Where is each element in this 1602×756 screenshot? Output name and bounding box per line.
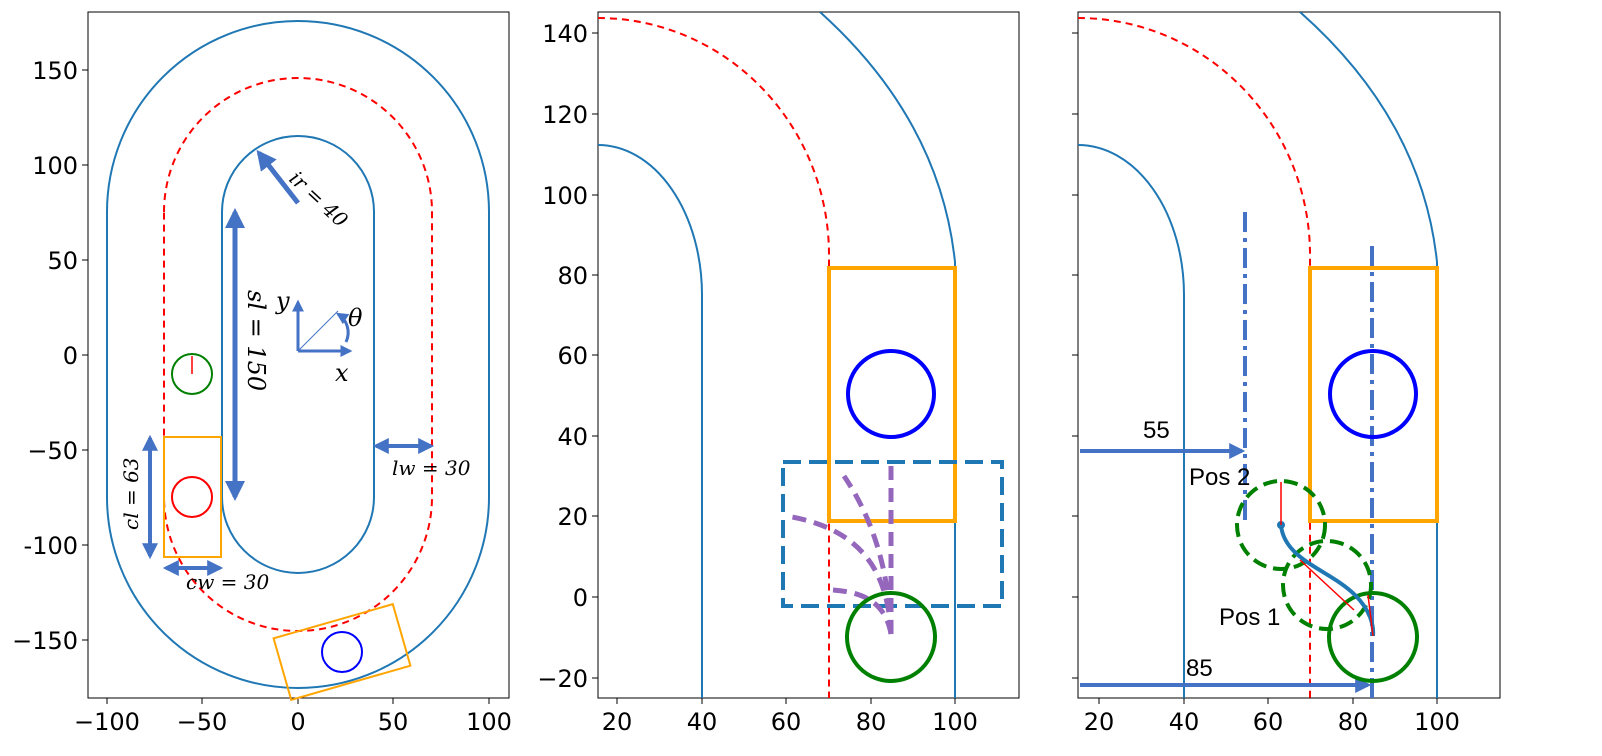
x-tick-label: 50 <box>378 708 409 736</box>
candidate-path <box>791 514 894 635</box>
car-box <box>163 436 222 558</box>
ego-vehicle-circle <box>171 353 213 395</box>
panel-lane-change: 20 40 60 80 100 55 85 Pos 2 Pos 1 <box>1072 11 1501 736</box>
axis-x-label: x <box>335 359 349 387</box>
center-line <box>163 77 433 632</box>
x-tick-label: −50 <box>177 708 228 736</box>
cw-label: cw = 30 <box>186 570 270 594</box>
y-tick-label: 40 <box>557 423 588 451</box>
x-tick-label: 100 <box>932 708 978 736</box>
dist-55-label: 55 <box>1143 417 1170 444</box>
panel-track-overview: −100 −50 0 50 100 150 100 50 0 −50 -100 … <box>12 11 512 736</box>
candidate-paths <box>791 465 894 635</box>
pos1-heading-line <box>1299 559 1355 611</box>
cl-label: cl = 63 <box>119 457 143 530</box>
center-line <box>1078 17 1311 698</box>
x-tick-label: 60 <box>771 708 802 736</box>
obstacle-circle <box>846 349 936 439</box>
center-line <box>598 17 830 698</box>
lw-label: lw = 30 <box>392 456 471 480</box>
x-tick-label: 0 <box>290 708 305 736</box>
pos1-label: Pos 1 <box>1219 604 1280 631</box>
y-tick-label: 50 <box>47 247 78 275</box>
ego-vehicle-circle <box>845 591 937 683</box>
x-tick-label: 80 <box>1338 708 1369 736</box>
obstacle-circle <box>321 631 363 673</box>
y-tick-label: 150 <box>32 57 78 85</box>
axis-y-label: y <box>275 287 290 315</box>
inner-track-boundary <box>598 144 703 698</box>
ego-vehicle-circle <box>1327 591 1419 683</box>
inner-track-boundary <box>221 135 375 574</box>
car-box <box>1308 266 1439 523</box>
axes-frame <box>87 11 510 699</box>
x-tick-label: 40 <box>687 708 718 736</box>
x-tick-label: 80 <box>856 708 887 736</box>
x-tick-label: 40 <box>1169 708 1200 736</box>
y-tick-label: −150 <box>12 627 78 655</box>
x-tick-label: 100 <box>466 708 512 736</box>
x-tick-label: −100 <box>74 708 140 736</box>
outer-track-boundary <box>819 12 956 698</box>
heading-reference-line <box>297 310 339 352</box>
theta-arc <box>335 312 350 343</box>
y-tick-label: −50 <box>27 437 78 465</box>
sl-label: sl = 150 <box>242 290 270 391</box>
candidate-path <box>832 587 894 635</box>
theta-label: θ <box>348 304 363 332</box>
vehicle-circle-red <box>171 476 213 518</box>
rotated-car-box <box>272 602 412 702</box>
y-tick-label: 0 <box>573 584 588 612</box>
y-tick-label: 0 <box>63 342 78 370</box>
inner-track-boundary <box>1078 144 1185 698</box>
x-tick-label: 100 <box>1414 708 1460 736</box>
y-tick-label: 100 <box>542 182 588 210</box>
pos1-circle <box>1281 539 1373 631</box>
outer-track-boundary <box>1299 12 1438 698</box>
planned-trajectory <box>1279 524 1376 637</box>
x-tick-label: 20 <box>1084 708 1115 736</box>
y-tick-label: 80 <box>557 262 588 290</box>
outer-track-boundary <box>106 20 490 689</box>
obstacle-circle <box>1328 349 1418 439</box>
x-tick-label: 60 <box>1253 708 1284 736</box>
dist-85-label: 85 <box>1186 655 1213 682</box>
y-tick-label: 60 <box>557 342 588 370</box>
y-tick-label: −20 <box>537 665 588 693</box>
y-tick-label: -100 <box>24 532 78 560</box>
y-tick-label: 100 <box>32 152 78 180</box>
y-tick-label: 140 <box>542 20 588 48</box>
panel-candidate-paths: 20 40 60 80 100 140 120 100 80 60 40 20 … <box>537 11 1020 736</box>
ir-arrow <box>256 149 300 205</box>
y-tick-label: 120 <box>542 101 588 129</box>
pos2-circle <box>1235 479 1327 571</box>
x-tick-label: 20 <box>602 708 633 736</box>
ego-heading-line <box>1367 594 1374 637</box>
pos2-label: Pos 2 <box>1189 464 1250 491</box>
y-tick-label: 20 <box>557 503 588 531</box>
